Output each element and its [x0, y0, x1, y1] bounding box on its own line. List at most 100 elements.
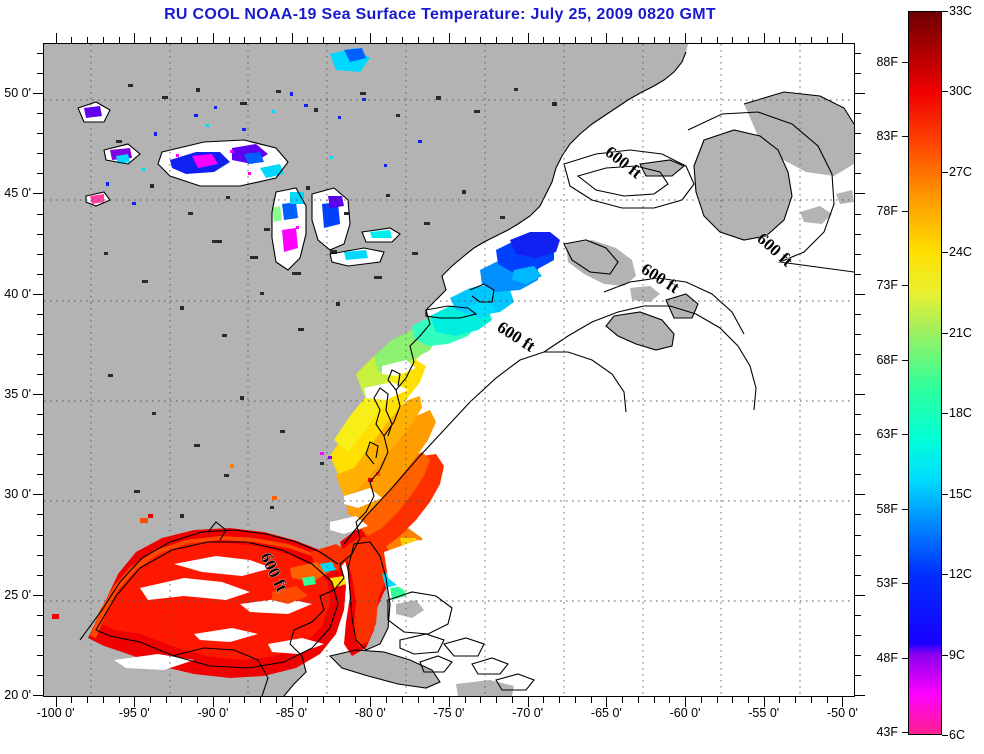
- y-axis-minor-tick: [37, 434, 43, 436]
- x-axis-minor-tick: [401, 697, 403, 703]
- y-axis-major-tick: [33, 694, 43, 696]
- x-axis-minor-tick: [323, 697, 325, 703]
- colorbar-label-celsius: 24C: [949, 245, 972, 260]
- y-axis-minor-tick: [37, 173, 43, 175]
- x-axis-minor-tick: [417, 697, 419, 703]
- x-axis-label: -65 0': [590, 706, 622, 720]
- page-title: RU COOL NOAA-19 Sea Surface Temperature:…: [164, 6, 716, 23]
- y-axis-minor-tick: [37, 654, 43, 656]
- x-axis-major-tick: [212, 33, 214, 43]
- y-axis-minor-tick: [855, 514, 861, 516]
- x-axis-minor-tick: [165, 697, 167, 703]
- colorbar-tick-celsius: [942, 11, 948, 12]
- x-axis-minor-tick: [590, 37, 592, 43]
- x-axis-minor-tick: [732, 37, 734, 43]
- x-axis-minor-tick: [87, 37, 89, 43]
- colorbar-label-celsius: 15C: [949, 486, 972, 501]
- graticule: [44, 44, 854, 696]
- x-axis-minor-tick: [71, 697, 73, 703]
- y-axis-label: 25 0': [4, 587, 31, 602]
- x-axis-minor-tick: [150, 697, 151, 703]
- x-axis-minor-tick: [386, 37, 388, 43]
- landmass-new-brunswick: [566, 240, 636, 286]
- colorbar-tick-celsius: [942, 574, 948, 576]
- x-axis-minor-tick: [417, 37, 419, 43]
- x-axis-minor-tick: [102, 37, 104, 43]
- inland-warm-speckle: [52, 452, 380, 619]
- colorbar-label-fahrenheit: 53F: [876, 576, 898, 591]
- map-plot-area[interactable]: 600 ft 600 ft 600 ft 600 ft 600 ft: [43, 43, 855, 697]
- x-axis-label: -50 0': [826, 706, 858, 720]
- x-axis-minor-tick: [559, 697, 561, 703]
- x-axis-minor-tick: [71, 37, 73, 43]
- x-axis-minor-tick: [464, 697, 466, 703]
- x-axis-minor-tick: [732, 697, 734, 703]
- x-axis-minor-tick: [260, 697, 262, 703]
- y-axis-label: 30 0': [4, 487, 31, 502]
- x-axis-major-tick: [527, 33, 529, 43]
- coastline-and-contours: [77, 51, 854, 696]
- colorbar-label-fahrenheit: 63F: [876, 427, 898, 442]
- x-axis-label: -85 0': [276, 706, 308, 720]
- x-axis-minor-tick: [747, 697, 749, 703]
- x-axis-minor-tick: [716, 37, 718, 43]
- colorbar-tick-celsius: [942, 252, 948, 254]
- x-axis-minor-tick: [181, 697, 183, 703]
- x-axis-minor-tick: [826, 697, 828, 703]
- x-axis-label: -55 0': [748, 706, 780, 720]
- x-axis-minor-tick: [622, 697, 624, 703]
- x-axis-minor-tick: [480, 697, 482, 703]
- y-axis-minor-tick: [37, 454, 43, 456]
- x-axis-minor-tick: [244, 697, 246, 703]
- x-axis-minor-tick: [102, 697, 104, 703]
- x-axis-minor-tick: [779, 697, 781, 703]
- colorbar[interactable]: [908, 11, 942, 735]
- y-axis-minor-tick: [855, 113, 861, 115]
- y-axis-minor-tick: [37, 113, 43, 115]
- x-axis-major-tick: [527, 697, 529, 707]
- x-axis-minor-tick: [574, 37, 576, 43]
- colorbar-tick-fahrenheit: [902, 61, 908, 63]
- x-axis-minor-tick: [338, 37, 340, 43]
- y-axis-minor-tick: [855, 614, 861, 616]
- colorbar-tick-celsius: [942, 91, 948, 93]
- x-axis-label: -60 0': [669, 706, 701, 720]
- y-axis-label: 50 0': [4, 86, 31, 101]
- colorbar-label-fahrenheit: 58F: [876, 501, 898, 516]
- x-axis-minor-tick: [637, 697, 639, 703]
- y-axis-minor-tick: [855, 133, 861, 135]
- x-axis-minor-tick: [228, 37, 230, 43]
- x-axis-minor-tick: [338, 697, 340, 703]
- y-axis-minor-tick: [37, 614, 43, 616]
- y-axis-minor-tick: [855, 333, 861, 335]
- y-axis-minor-tick: [37, 534, 43, 536]
- x-axis-label: -100 0': [36, 706, 75, 720]
- x-axis-minor-tick: [511, 697, 513, 703]
- y-axis-minor-tick: [855, 313, 861, 315]
- colorbar-tick-celsius: [942, 171, 948, 173]
- colorbar-label-celsius: 6C: [949, 728, 965, 742]
- y-axis-minor-tick: [855, 233, 861, 235]
- y-axis-major-tick: [855, 293, 865, 295]
- x-axis-minor-tick: [197, 697, 199, 703]
- x-axis-major-tick: [606, 697, 608, 707]
- y-axis-minor-tick: [855, 273, 861, 275]
- x-axis-minor-tick: [622, 37, 624, 43]
- colorbar-label-celsius: 30C: [949, 84, 972, 99]
- colorbar-tick-celsius: [942, 332, 948, 334]
- x-axis-minor-tick: [323, 37, 325, 43]
- sst-map-svg: 600 ft 600 ft 600 ft 600 ft 600 ft: [44, 44, 854, 696]
- x-axis-major-tick: [134, 697, 136, 707]
- colorbar-label-celsius: 9C: [949, 647, 965, 662]
- x-axis-major-tick: [370, 697, 372, 707]
- x-axis-minor-tick: [87, 697, 89, 703]
- colorbar-tick-fahrenheit: [902, 136, 908, 138]
- y-axis-minor-tick: [37, 353, 43, 355]
- x-axis-major-tick: [370, 33, 372, 43]
- y-axis-minor-tick: [855, 634, 861, 636]
- x-axis-minor-tick: [810, 37, 812, 43]
- x-axis-minor-tick: [779, 37, 781, 43]
- x-axis-label: -80 0': [354, 706, 386, 720]
- colorbar-tick-fahrenheit: [902, 583, 908, 585]
